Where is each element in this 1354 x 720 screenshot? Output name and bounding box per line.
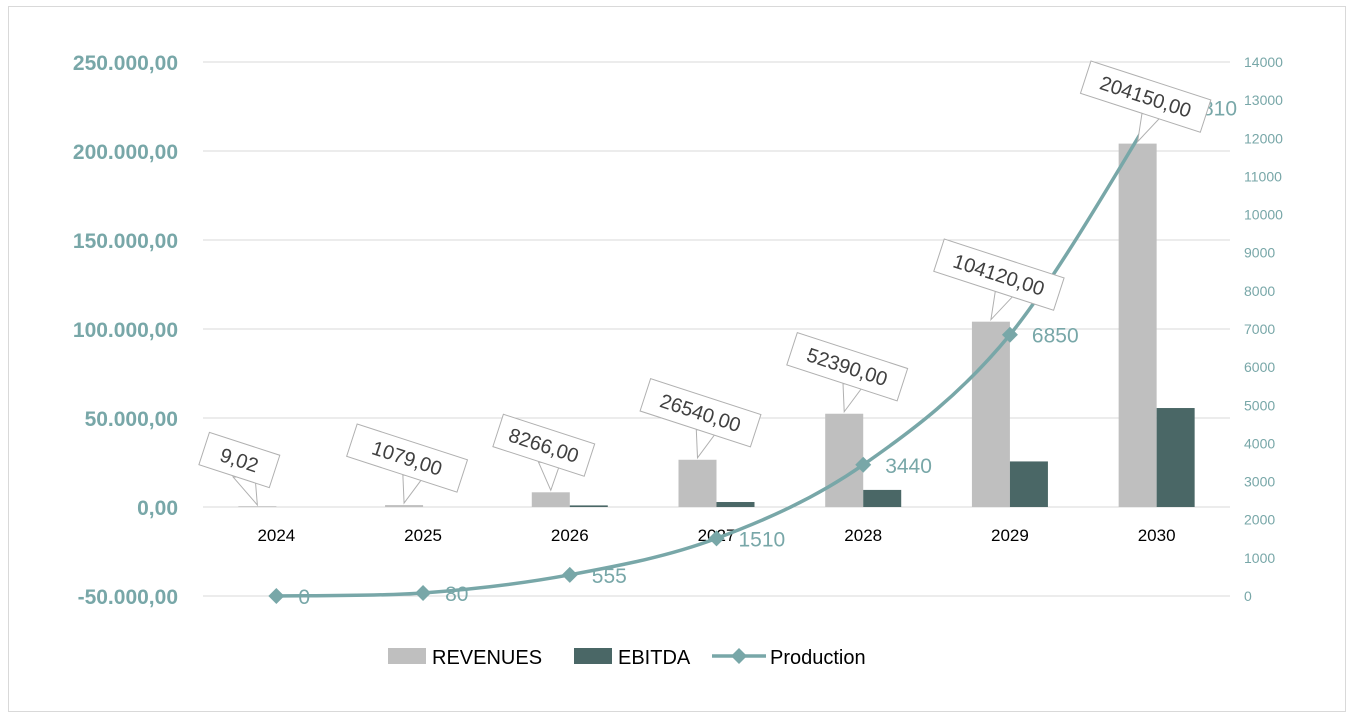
bar-revenues — [971, 321, 1010, 507]
left-axis-tick-label: 50.000,00 — [85, 408, 178, 431]
right-axis-tick-label: 10000 — [1244, 207, 1283, 223]
bar-revenues — [238, 506, 277, 507]
right-axis-tick-label: 8000 — [1244, 283, 1275, 299]
legend-label-production: Production — [770, 647, 866, 669]
legend-marker-production — [731, 648, 747, 664]
revenue-callout: 204150,00 — [1079, 60, 1212, 144]
x-axis-tick-label: 2025 — [404, 526, 442, 545]
right-axis-tick-label: 6000 — [1244, 359, 1275, 375]
x-axis-tick-label: 2024 — [257, 526, 295, 545]
left-axis-tick-label: -50.000,00 — [78, 586, 178, 609]
revenue-callout: 1079,00 — [346, 423, 469, 505]
right-axis-tick-label: 11000 — [1244, 168, 1282, 184]
production-data-label: 6850 — [1032, 325, 1079, 348]
legend-label-revenues: REVENUES — [432, 647, 542, 669]
x-axis-tick-label: 2028 — [844, 526, 882, 545]
production-data-label: 3440 — [885, 455, 932, 478]
bar-revenues — [678, 459, 717, 507]
callout-box — [1079, 60, 1212, 133]
x-axis-tick-label: 2026 — [551, 526, 589, 545]
bar-ebitda — [716, 502, 755, 507]
right-axis-tick-label: 2000 — [1244, 512, 1275, 528]
left-axis-tick-label: 200.000,00 — [73, 141, 178, 164]
bar-revenues — [825, 413, 864, 507]
production-point — [415, 584, 432, 601]
left-axis-tick-label: 100.000,00 — [73, 319, 178, 342]
bar-ebitda — [569, 505, 608, 507]
production-data-label: 0 — [298, 586, 310, 609]
production-data-label: 555 — [592, 565, 627, 588]
right-axis-tick-label: 14000 — [1244, 54, 1283, 70]
revenue-callout: 52390,00 — [786, 332, 909, 414]
callout-box — [492, 413, 596, 477]
right-axis-tick-label: 1000 — [1244, 550, 1275, 566]
right-axis-tick-label: 5000 — [1244, 397, 1275, 413]
production-point — [561, 566, 578, 583]
production-data-label: 1510 — [739, 528, 786, 551]
revenue-callout: 9,02 — [198, 431, 281, 507]
left-axis-tick-label: 250.000,00 — [73, 52, 178, 75]
legend-swatch-revenues — [388, 648, 426, 664]
series-line-production — [276, 106, 1159, 598]
production-point — [268, 588, 285, 604]
x-axis-tick-label: 2030 — [1138, 526, 1176, 545]
callout-box — [639, 378, 762, 448]
right-axis-tick-label: 3000 — [1244, 474, 1275, 490]
revenue-callout: 104120,00 — [933, 238, 1065, 322]
x-axis-tick-label: 2029 — [991, 526, 1029, 545]
legend-label-ebitda: EBITDA — [618, 647, 691, 669]
callout-box — [933, 238, 1065, 311]
right-axis-tick-label: 0 — [1244, 588, 1252, 604]
right-axis-tick-label: 4000 — [1244, 435, 1275, 451]
bar-revenues — [385, 505, 424, 507]
revenue-callout: 8266,00 — [492, 413, 596, 492]
callout-box — [346, 423, 469, 493]
right-axis-tick-label: 7000 — [1244, 321, 1275, 337]
right-axis-tick-label: 12000 — [1244, 130, 1283, 146]
left-axis-tick-label: 150.000,00 — [73, 230, 178, 253]
legend-swatch-ebitda — [574, 648, 612, 664]
production-point — [1001, 326, 1018, 343]
bar-ebitda — [863, 489, 902, 507]
production-data-label: 80 — [445, 583, 468, 606]
right-axis-tick-label: 13000 — [1244, 92, 1283, 108]
callout-box — [786, 332, 909, 402]
bar-ebitda — [1156, 408, 1195, 507]
right-axis-tick-label: 9000 — [1244, 245, 1275, 261]
bar-revenues — [531, 492, 570, 507]
production-point — [855, 456, 872, 473]
left-axis-tick-label: 0,00 — [137, 497, 178, 520]
production-point — [708, 530, 725, 547]
bar-ebitda — [1009, 461, 1048, 507]
callout-box — [198, 431, 281, 489]
bar-revenues — [1118, 143, 1157, 507]
